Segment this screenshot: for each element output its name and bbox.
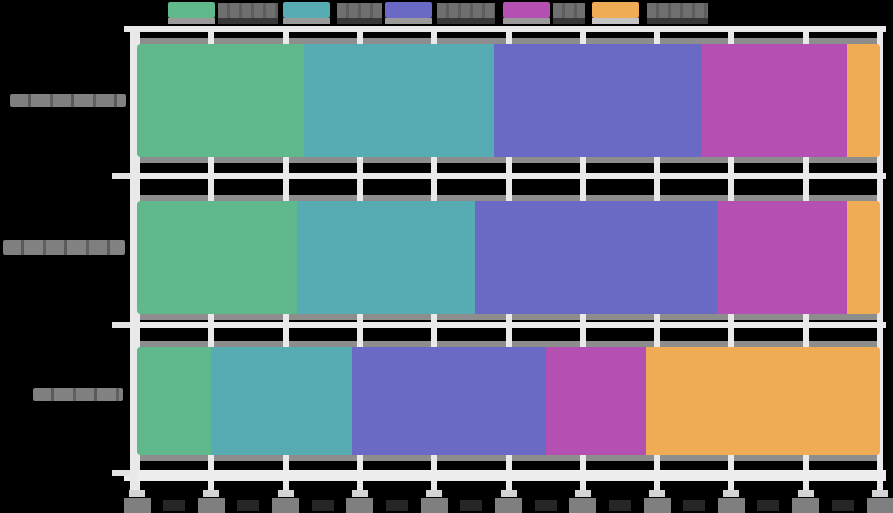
legend-label-redacted[interactable] [647, 3, 708, 18]
x-tick-minor-label-redacted [460, 500, 482, 511]
x-tick-minor-label-redacted [609, 500, 631, 511]
x-tick-mark [129, 490, 145, 497]
x-tick-label-redacted [495, 498, 522, 513]
x-tick-label-redacted [346, 498, 373, 513]
x-tick-mark [872, 490, 888, 497]
x-tick-label-redacted [198, 498, 225, 513]
legend-label-redacted[interactable] [337, 3, 382, 18]
legend-swatch[interactable] [385, 2, 432, 18]
bar-row [137, 201, 880, 314]
stacked-bar-chart [0, 0, 893, 513]
x-tick-label-redacted [718, 498, 745, 513]
bar-segment[interactable] [211, 347, 352, 455]
x-tick-label-redacted [644, 498, 671, 513]
row-separator-line [124, 322, 886, 328]
y-axis-label-redacted [10, 94, 126, 107]
x-tick-label-redacted [792, 498, 819, 513]
legend-swatch-shadow [503, 18, 550, 24]
row-separator-line [124, 173, 886, 179]
x-tick-minor-label-redacted [386, 500, 408, 511]
x-axis-line [124, 470, 886, 481]
bar-segment[interactable] [352, 347, 545, 455]
x-tick-mark [278, 490, 294, 497]
x-tick-label-redacted [124, 498, 151, 513]
legend-label-redacted[interactable] [437, 3, 495, 18]
legend-swatch[interactable] [283, 2, 330, 18]
y-axis-label-redacted [33, 388, 123, 401]
bar-segment[interactable] [546, 347, 646, 455]
legend-swatch[interactable] [503, 2, 550, 18]
x-tick-mark [575, 490, 591, 497]
x-tick-label-redacted [569, 498, 596, 513]
x-tick-label-redacted [867, 498, 893, 513]
legend-label-shadow [553, 18, 585, 24]
x-tick-minor-label-redacted [535, 500, 557, 511]
x-tick-minor-label-redacted [683, 500, 705, 511]
bar-segment[interactable] [304, 44, 493, 157]
legend-swatch-shadow [385, 18, 432, 24]
bar-segment[interactable] [137, 347, 211, 455]
x-tick-mark [798, 490, 814, 497]
bar-segment[interactable] [137, 201, 297, 314]
x-tick-mark [352, 490, 368, 497]
legend-label-shadow [218, 18, 278, 24]
row-separator-line [124, 26, 886, 32]
bar-segment[interactable] [646, 347, 880, 455]
x-tick-label-redacted [272, 498, 299, 513]
legend-label-shadow [647, 18, 708, 24]
bar-segment[interactable] [847, 44, 880, 157]
x-tick-minor-label-redacted [757, 500, 779, 511]
x-tick-mark [649, 490, 665, 497]
bar-segment[interactable] [717, 201, 847, 314]
bar-segment[interactable] [137, 44, 304, 157]
x-tick-minor-label-redacted [163, 500, 185, 511]
bar-row [137, 347, 880, 455]
y-axis-label-redacted [3, 240, 125, 255]
bar-segment[interactable] [702, 44, 847, 157]
y-tick-mark [112, 322, 130, 328]
bar-segment[interactable] [475, 201, 716, 314]
legend-swatch[interactable] [168, 2, 215, 18]
bar-segment[interactable] [494, 44, 702, 157]
legend-label-redacted[interactable] [553, 3, 585, 18]
x-tick-minor-label-redacted [832, 500, 854, 511]
y-tick-mark [112, 173, 130, 179]
x-tick-mark [203, 490, 219, 497]
x-tick-mark [723, 490, 739, 497]
legend-swatch-shadow [168, 18, 215, 24]
x-tick-minor-label-redacted [237, 500, 259, 511]
x-tick-mark [426, 490, 442, 497]
legend-swatch-shadow [592, 18, 639, 24]
y-tick-mark [112, 470, 130, 476]
x-tick-label-redacted [421, 498, 448, 513]
legend-label-shadow [337, 18, 382, 24]
bar-segment[interactable] [297, 201, 475, 314]
y-axis-line [130, 26, 137, 497]
legend-swatch[interactable] [592, 2, 639, 18]
bar-segment[interactable] [847, 201, 880, 314]
x-tick-minor-label-redacted [312, 500, 334, 511]
legend-label-shadow [437, 18, 495, 24]
bar-row [137, 44, 880, 157]
legend-swatch-shadow [283, 18, 330, 24]
x-tick-mark [501, 490, 517, 497]
legend-label-redacted[interactable] [218, 3, 278, 18]
